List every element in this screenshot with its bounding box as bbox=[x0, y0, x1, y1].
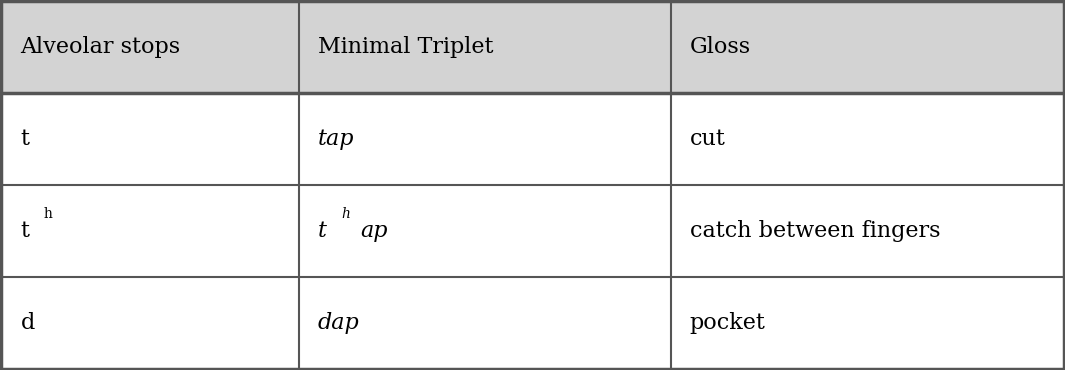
Text: dap: dap bbox=[318, 312, 360, 334]
FancyBboxPatch shape bbox=[671, 1, 1064, 93]
Text: cut: cut bbox=[690, 128, 725, 150]
Text: h: h bbox=[341, 207, 350, 221]
Text: Alveolar stops: Alveolar stops bbox=[20, 36, 181, 58]
Text: tap: tap bbox=[318, 128, 355, 150]
FancyBboxPatch shape bbox=[1, 185, 299, 277]
FancyBboxPatch shape bbox=[299, 93, 671, 185]
Text: t: t bbox=[318, 220, 327, 242]
Text: Gloss: Gloss bbox=[690, 36, 751, 58]
Text: d: d bbox=[20, 312, 35, 334]
FancyBboxPatch shape bbox=[299, 185, 671, 277]
FancyBboxPatch shape bbox=[1, 1, 299, 93]
FancyBboxPatch shape bbox=[299, 1, 671, 93]
FancyBboxPatch shape bbox=[299, 277, 671, 369]
Text: h: h bbox=[44, 207, 53, 221]
Text: pocket: pocket bbox=[690, 312, 766, 334]
Text: ap: ap bbox=[360, 220, 388, 242]
FancyBboxPatch shape bbox=[671, 93, 1064, 185]
FancyBboxPatch shape bbox=[1, 93, 299, 185]
FancyBboxPatch shape bbox=[1, 277, 299, 369]
FancyBboxPatch shape bbox=[671, 277, 1064, 369]
FancyBboxPatch shape bbox=[671, 185, 1064, 277]
Text: t: t bbox=[20, 128, 30, 150]
Text: t: t bbox=[20, 220, 30, 242]
Text: catch between fingers: catch between fingers bbox=[690, 220, 940, 242]
Text: Minimal Triplet: Minimal Triplet bbox=[318, 36, 493, 58]
